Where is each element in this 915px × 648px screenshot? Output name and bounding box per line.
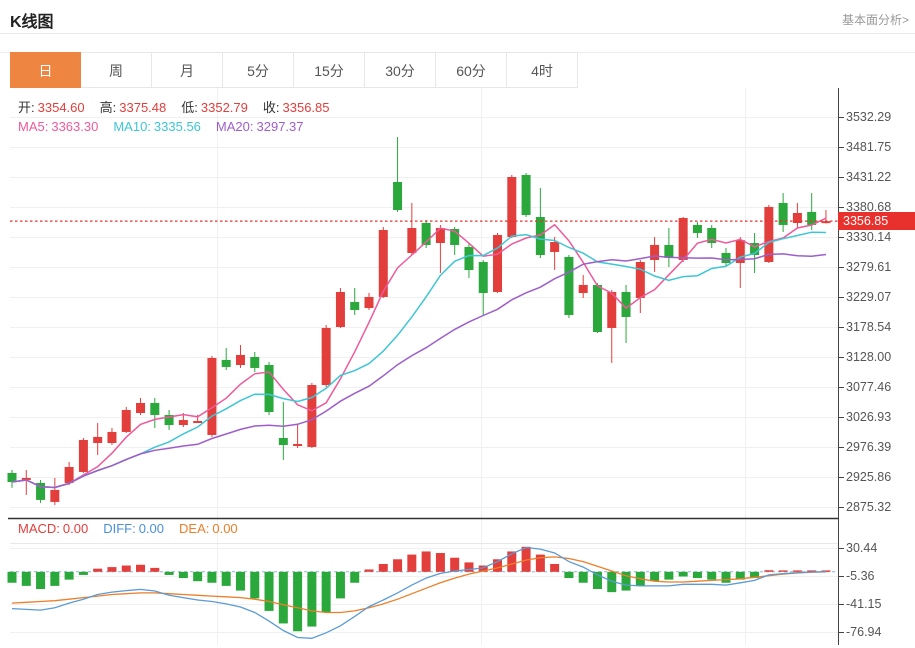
period-tabs: 日周月 5分 15分 30分 60分 4时	[10, 52, 578, 88]
readout-item: 低: 3352.79	[181, 100, 248, 115]
price-axis-label: 3229.07	[846, 290, 892, 304]
readout-item: 开: 3354.60	[18, 100, 85, 115]
macd-axis-label: -41.15	[846, 597, 882, 611]
readout-item: 高: 3375.48	[99, 100, 167, 115]
ma10-line	[11, 231, 826, 489]
price-axis-label: 2976.39	[846, 440, 892, 454]
tab-30分[interactable]: 30分	[365, 52, 436, 88]
grid-layer	[10, 88, 838, 645]
price-axis-label: 3431.22	[846, 170, 892, 184]
readout-item: DIFF: 0.00	[103, 521, 165, 536]
readout-item: MA5: 3363.30	[18, 119, 99, 134]
readout-item: DEA: 0.00	[179, 521, 238, 536]
macd-axis-label: -5.36	[846, 569, 875, 583]
price-axis-label: 3077.46	[846, 380, 892, 394]
macd-axis-label: -76.94	[846, 625, 882, 639]
macd-readout: MACD: 0.00 DIFF: 0.00 DEA: 0.00	[18, 521, 253, 536]
readout-item: MACD: 0.00	[18, 521, 89, 536]
price-axis-label: 3279.61	[846, 260, 892, 274]
fundamental-analysis-link[interactable]: 基本面分析>	[841, 13, 909, 27]
tab-周[interactable]: 周	[81, 52, 152, 88]
price-axis-label: 2875.32	[846, 500, 892, 514]
ma20-line	[11, 253, 827, 489]
header-divider	[0, 33, 915, 34]
tab-日[interactable]: 日	[10, 52, 81, 88]
tab-5分[interactable]: 5分	[223, 52, 294, 88]
tab-月[interactable]: 月	[152, 52, 223, 88]
macd-histogram	[7, 546, 831, 632]
readout-item: MA10: 3335.56	[113, 119, 201, 134]
price-axis-label: 3128.00	[846, 350, 892, 364]
tab-4时[interactable]: 4时	[507, 52, 578, 88]
axis-layer	[8, 88, 844, 645]
candles-layer	[7, 136, 831, 505]
price-axis-label: 3532.29	[846, 110, 892, 124]
current-price-badge: 3356.85	[838, 212, 915, 231]
price-axis-label: 3330.14	[846, 230, 892, 244]
tab-15分[interactable]: 15分	[294, 52, 365, 88]
ma5-line	[11, 217, 827, 489]
readout-item: MA20: 3297.37	[215, 119, 304, 134]
macd-axis-label: 30.44	[846, 541, 878, 555]
ohlc-readout: 开: 3354.60 高: 3375.48 低: 3352.79 收: 3356.85	[18, 97, 345, 116]
diff-line	[11, 546, 826, 639]
price-axis-label: 2925.86	[846, 470, 892, 484]
dea-line	[11, 556, 826, 614]
page-title: K线图	[10, 14, 54, 31]
tab-60分[interactable]: 60分	[436, 52, 507, 88]
ma-readout: MA5: 3363.30 MA10: 3335.56 MA20: 3297.37	[18, 119, 319, 134]
price-axis-label: 3380.68	[846, 200, 892, 214]
price-axis-label: 3026.93	[846, 410, 892, 424]
price-axis-label: 3481.75	[846, 140, 892, 154]
price-axis-label: 3178.54	[846, 320, 892, 334]
readout-item: 收: 3356.85	[262, 100, 330, 115]
